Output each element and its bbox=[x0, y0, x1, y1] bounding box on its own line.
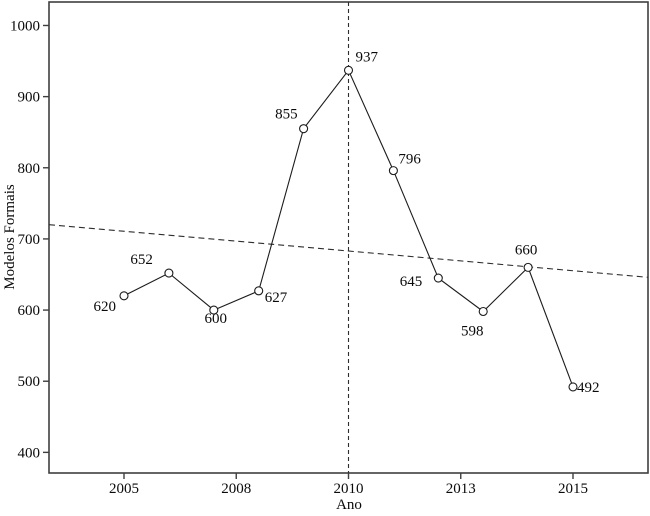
y-tick-label: 500 bbox=[18, 374, 41, 390]
data-point-label: 855 bbox=[275, 107, 298, 123]
data-point-marker bbox=[343, 65, 354, 75]
data-point-marker bbox=[299, 124, 309, 134]
data-point-marker bbox=[164, 268, 174, 278]
data-point-marker bbox=[433, 273, 443, 283]
y-tick-label: 1000 bbox=[10, 18, 40, 34]
y-tick-label: 700 bbox=[18, 232, 41, 248]
x-tick-label: 2005 bbox=[109, 481, 139, 497]
data-point-label: 645 bbox=[400, 274, 423, 290]
y-axis-title: Modelos Formais bbox=[2, 184, 18, 290]
y-axis-ticks: 400 500 600 700 800 900 1000 bbox=[10, 18, 49, 461]
data-point-marker bbox=[119, 291, 129, 301]
x-axis-ticks: 2005 2008 2010 2013 2015 bbox=[109, 473, 588, 497]
reference-lines bbox=[48, 2, 649, 473]
x-tick-label: 2010 bbox=[334, 481, 364, 497]
x-tick-label: 2015 bbox=[558, 481, 588, 497]
data-point-label: 620 bbox=[94, 299, 117, 315]
data-series: 620 652 600 627 855 937 796 645 598 660 492 bbox=[94, 49, 600, 396]
data-point-marker bbox=[209, 305, 219, 315]
trend-line bbox=[48, 224, 649, 278]
y-tick-label: 900 bbox=[18, 90, 41, 106]
data-point-marker bbox=[254, 286, 264, 296]
data-point-label: 492 bbox=[577, 380, 600, 396]
data-point-label: 600 bbox=[205, 311, 228, 327]
data-point-label: 796 bbox=[398, 152, 421, 168]
data-point-marker bbox=[388, 166, 398, 176]
data-point-marker bbox=[568, 382, 578, 392]
y-tick-label: 600 bbox=[18, 303, 41, 319]
x-tick-label: 2013 bbox=[446, 481, 476, 497]
data-point-label: 937 bbox=[356, 49, 379, 65]
x-axis-title: Ano bbox=[336, 497, 362, 513]
data-point-marker bbox=[523, 262, 533, 272]
y-tick-label: 800 bbox=[18, 161, 41, 177]
data-point-label: 652 bbox=[130, 252, 153, 268]
x-tick-label: 2008 bbox=[221, 481, 251, 497]
data-point-marker bbox=[478, 306, 488, 317]
data-point-label: 598 bbox=[461, 323, 484, 339]
data-point-label: 627 bbox=[265, 290, 288, 306]
data-point-label: 660 bbox=[515, 242, 538, 258]
y-tick-label: 400 bbox=[18, 445, 41, 461]
